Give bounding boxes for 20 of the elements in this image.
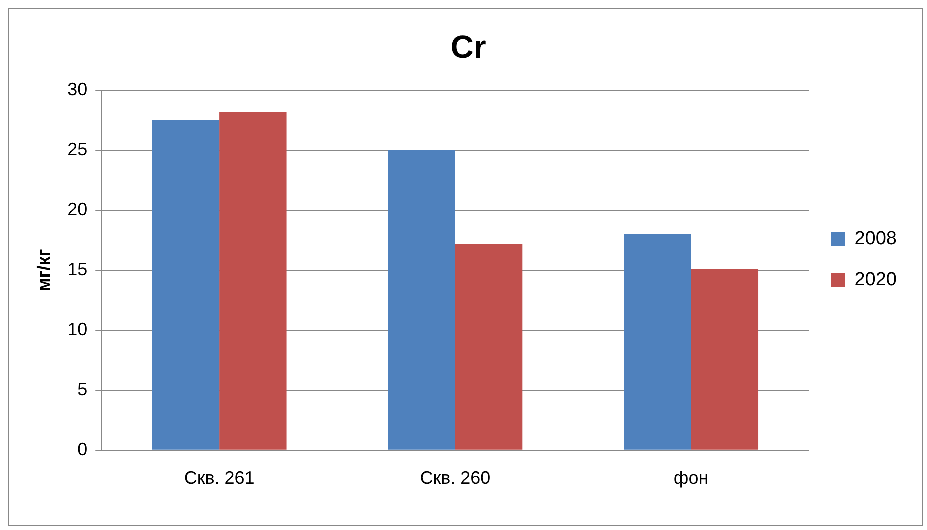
bar xyxy=(624,234,692,450)
x-tick-label: Скв. 260 xyxy=(420,468,491,488)
y-axis-title: мг/кг xyxy=(34,248,54,292)
y-tick-label: 30 xyxy=(68,79,88,100)
bar xyxy=(388,150,456,450)
legend-label: 2020 xyxy=(854,270,898,291)
x-tick-label: Скв. 261 xyxy=(184,468,255,488)
bar xyxy=(691,269,759,450)
bar xyxy=(152,120,220,450)
y-tick-label: 25 xyxy=(68,139,88,160)
bar xyxy=(220,112,287,450)
y-tick-label: 20 xyxy=(68,199,88,220)
y-tick-label: 10 xyxy=(68,319,88,340)
y-tick-label: 15 xyxy=(68,259,88,280)
y-tick-label: 5 xyxy=(78,379,88,400)
y-tick-label: 0 xyxy=(78,439,88,460)
legend-label: 2008 xyxy=(854,228,898,250)
bar xyxy=(455,244,523,450)
x-tick-label: фон xyxy=(674,468,709,488)
chart-title: Cr xyxy=(450,29,486,66)
